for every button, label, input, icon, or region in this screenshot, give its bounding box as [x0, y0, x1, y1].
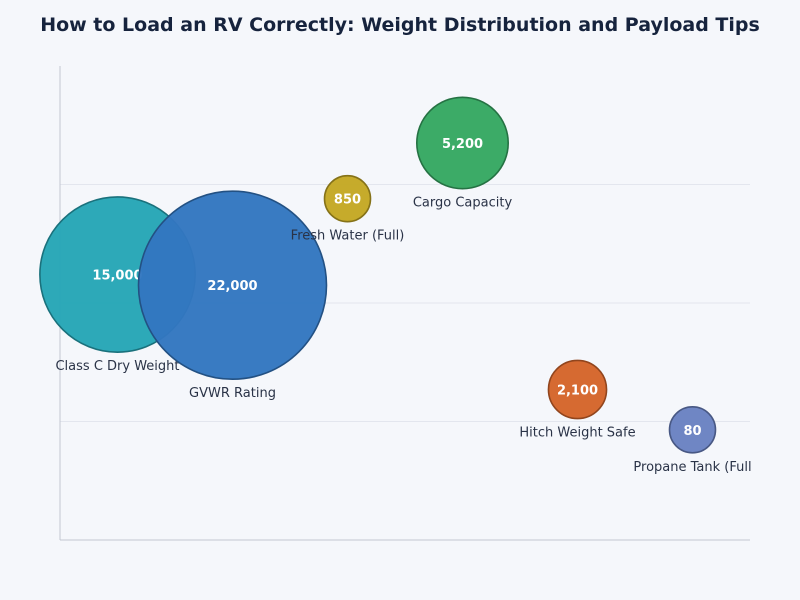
bubble-circle — [415, 96, 510, 190]
bubble-category-label: Fresh Water (Full) — [291, 229, 405, 244]
bubble-category-label: Class C Dry Weight — [55, 359, 179, 374]
bubble-category-label: Propane Tank (Full — [633, 460, 751, 475]
bubble-value-label: 850 — [334, 193, 361, 208]
chart-title: How to Load an RV Correctly: Weight Dist… — [40, 14, 760, 36]
bubble-category-label: Cargo Capacity — [413, 196, 513, 211]
bubble-value-label: 15,000 — [92, 269, 142, 284]
bubble-point: 5,200 Cargo Capacity — [413, 96, 513, 211]
bubble-circle — [668, 405, 717, 454]
bubbles: 15,000 Class C Dry Weight 22,000 GVWR Ratin… — [39, 96, 752, 475]
bubble-circle — [137, 190, 328, 381]
bubble-value-label: 2,100 — [557, 384, 598, 399]
bubble-point: 22,000 GVWR Rating — [137, 190, 328, 401]
bubble-category-label: Hitch Weight Safe — [519, 426, 635, 441]
bubble-value-label: 80 — [683, 424, 701, 439]
bubble-circle — [323, 174, 372, 223]
bubble-value-label: 22,000 — [207, 279, 257, 294]
bubble-point: 2,100 Hitch Weight Safe — [519, 359, 636, 441]
bubble-point: 850 Fresh Water (Full) — [291, 174, 405, 244]
bubble-point: 80 Propane Tank (Full — [633, 405, 752, 475]
bubble-value-label: 5,200 — [442, 137, 483, 152]
bubble-circle — [547, 359, 608, 420]
bubble-category-label: GVWR Rating — [189, 386, 276, 401]
